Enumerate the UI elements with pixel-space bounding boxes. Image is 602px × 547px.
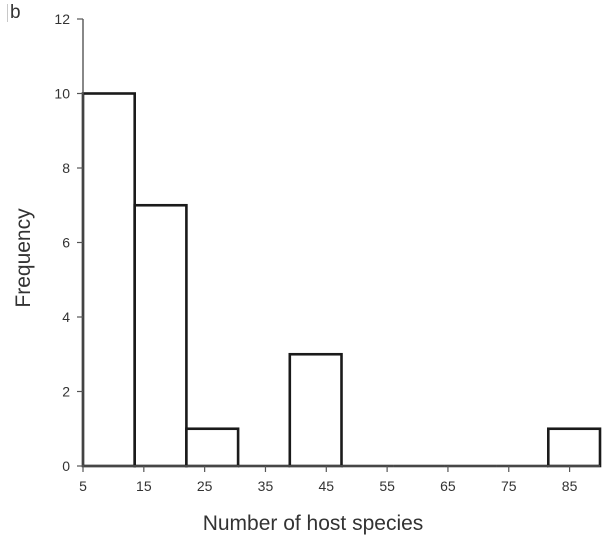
x-tick-label: 15 [136, 478, 152, 494]
y-axis-label: Frequency [12, 208, 35, 308]
x-tick-label: 85 [562, 478, 578, 494]
histogram-bar [133, 203, 188, 468]
x-tick-label: 35 [258, 478, 274, 494]
histogram-bar [185, 427, 240, 468]
histogram-bar [288, 352, 343, 468]
x-axis-label: Number of host species [203, 512, 424, 535]
x-tick-label: 45 [319, 478, 335, 494]
x-tick-label: 65 [440, 478, 456, 494]
histogram-bar [81, 92, 137, 468]
bars-group [81, 92, 602, 468]
x-tick-label: 75 [501, 478, 517, 494]
x-tick-label: 5 [79, 478, 87, 494]
y-tick-label: 0 [62, 458, 70, 474]
y-tick-label: 4 [62, 309, 70, 325]
axes-group: 0 2 4 6 8 10 12 5 15 25 35 45 55 65 75 85 [54, 11, 600, 494]
x-tick-label: 25 [197, 478, 213, 494]
panel-label: b [10, 2, 21, 23]
panel-divider [7, 4, 8, 22]
histogram-bar [546, 427, 602, 468]
y-tick-label: 6 [62, 235, 70, 251]
y-tick-label: 12 [54, 11, 70, 27]
y-tick-label: 10 [54, 86, 70, 102]
y-tick-label: 2 [62, 384, 70, 400]
y-tick-label: 8 [62, 160, 70, 176]
x-tick-label: 55 [379, 478, 395, 494]
